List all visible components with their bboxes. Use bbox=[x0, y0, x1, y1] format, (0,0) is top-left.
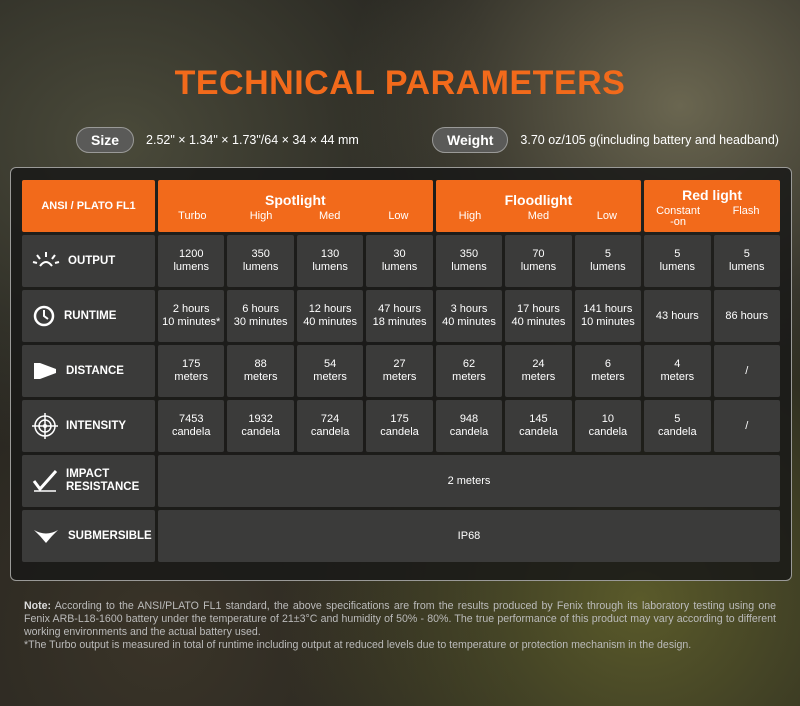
mode-name: Low bbox=[388, 210, 409, 222]
value-cell: 724 candela bbox=[296, 400, 364, 452]
value-cell: 1932 candela bbox=[227, 400, 294, 452]
group-header: Spotlight Turbo High Med Low bbox=[158, 180, 433, 232]
row-icon bbox=[32, 413, 58, 439]
value-cell: 86 hours bbox=[713, 290, 780, 342]
weight-spec: Weight 3.70 oz/105 g(including battery a… bbox=[432, 127, 779, 153]
value-cell: 62 meters bbox=[435, 345, 503, 397]
row-label: IMPACT RESISTANCE bbox=[22, 455, 155, 507]
row-label: DISTANCE bbox=[22, 345, 155, 397]
value-cell: 145 candela bbox=[505, 400, 572, 452]
value-cell: 948 candela bbox=[435, 400, 503, 452]
row-label: INTENSITY bbox=[22, 400, 155, 452]
value-cell: 175 meters bbox=[158, 345, 225, 397]
value-cell: 5 candela bbox=[644, 400, 711, 452]
row-label-text: RUNTIME bbox=[64, 309, 117, 322]
weight-label: Weight bbox=[432, 127, 509, 153]
value-cell: 27 meters bbox=[366, 345, 433, 397]
value-cell: 5 lumens bbox=[644, 235, 711, 287]
group-header: Red light Constant -on Flash bbox=[644, 180, 780, 232]
row-icon bbox=[33, 305, 55, 327]
value-cell: 1200 lumens bbox=[158, 235, 225, 287]
value-cell: 5 lumens bbox=[713, 235, 780, 287]
note-label: Note: bbox=[24, 600, 52, 612]
mode-list: Constant -on Flash bbox=[644, 204, 780, 228]
row-icon bbox=[34, 363, 56, 379]
row-label-text: DISTANCE bbox=[66, 364, 124, 377]
value-cell: 3 hours 40 minutes bbox=[435, 290, 503, 342]
row-label-text: SUBMERSIBLE bbox=[68, 529, 152, 542]
mode-name: Low bbox=[596, 210, 617, 222]
row-icon bbox=[34, 530, 58, 543]
group-name: Floodlight bbox=[504, 192, 573, 208]
value-cell: 5 lumens bbox=[574, 235, 642, 287]
mode-name: Turbo bbox=[178, 210, 207, 222]
value-cell: IP68 bbox=[158, 510, 780, 562]
value-cell: / bbox=[713, 345, 780, 397]
mode-list: High Med Low bbox=[436, 211, 641, 222]
row-label-text: OUTPUT bbox=[68, 254, 116, 267]
value-cell: 350 lumens bbox=[435, 235, 503, 287]
mode-name: Constant -on bbox=[656, 204, 701, 228]
row-label: SUBMERSIBLE bbox=[22, 510, 155, 562]
mode-name: High bbox=[249, 210, 273, 222]
value-cell: 130 lumens bbox=[296, 235, 364, 287]
value-cell: 12 hours 40 minutes bbox=[296, 290, 364, 342]
value-cell: 7453 candela bbox=[158, 400, 225, 452]
row-label-text: INTENSITY bbox=[66, 419, 127, 432]
note-text: According to the ANSI/PLATO FL1 standard… bbox=[24, 600, 776, 638]
value-cell: 70 lumens bbox=[505, 235, 572, 287]
value-cell: 10 candela bbox=[574, 400, 642, 452]
value-cell: 175 candela bbox=[366, 400, 433, 452]
row-icon bbox=[32, 470, 58, 492]
row-label: RUNTIME bbox=[22, 290, 155, 342]
spec-table: ANSI / PLATO FL1 Spotlight Turbo High Med Low… bbox=[22, 180, 780, 562]
row-label: OUTPUT bbox=[22, 235, 155, 287]
group-name: Red light bbox=[682, 186, 742, 203]
note: Note: According to the ANSI/PLATO FL1 st… bbox=[24, 600, 776, 652]
value-cell: 47 hours 18 minutes bbox=[366, 290, 433, 342]
group-header: Floodlight High Med Low bbox=[435, 180, 642, 232]
mode-name: Med bbox=[319, 210, 341, 222]
row-label-text: IMPACT RESISTANCE bbox=[66, 468, 140, 493]
size-label: Size bbox=[76, 127, 135, 153]
value-cell: 350 lumens bbox=[227, 235, 294, 287]
size-spec: Size 2.52" × 1.34" × 1.73"/64 × 34 × 44 … bbox=[76, 127, 359, 153]
footnote: *The Turbo output is measured in total o… bbox=[24, 639, 692, 651]
value-cell: 141 hours 10 minutes bbox=[574, 290, 642, 342]
value-cell: 30 lumens bbox=[366, 235, 433, 287]
value-cell: 2 hours 10 minutes* bbox=[158, 290, 225, 342]
group-name: Spotlight bbox=[265, 192, 326, 208]
mode-name: High bbox=[458, 210, 482, 222]
value-cell: 4 meters bbox=[644, 345, 711, 397]
value-cell: 6 meters bbox=[574, 345, 642, 397]
value-cell: 24 meters bbox=[505, 345, 572, 397]
value-cell: 88 meters bbox=[227, 345, 294, 397]
value-cell: 43 hours bbox=[644, 290, 711, 342]
mode-name: Flash bbox=[732, 204, 760, 217]
mode-name: Med bbox=[527, 210, 550, 222]
row-icon bbox=[32, 252, 60, 267]
size-value: 2.52" × 1.34" × 1.73"/64 × 34 × 44 mm bbox=[146, 133, 359, 147]
value-cell: / bbox=[713, 400, 780, 452]
title: TECHNICAL PARAMETERS bbox=[174, 64, 626, 102]
weight-value: 3.70 oz/105 g(including battery and head… bbox=[520, 133, 779, 147]
corner-header: ANSI / PLATO FL1 bbox=[22, 180, 155, 232]
value-cell: 54 meters bbox=[296, 345, 364, 397]
value-cell: 17 hours 40 minutes bbox=[505, 290, 572, 342]
value-cell: 2 meters bbox=[158, 455, 780, 507]
value-cell: 6 hours 30 minutes bbox=[227, 290, 294, 342]
mode-list: Turbo High Med Low bbox=[158, 211, 433, 222]
